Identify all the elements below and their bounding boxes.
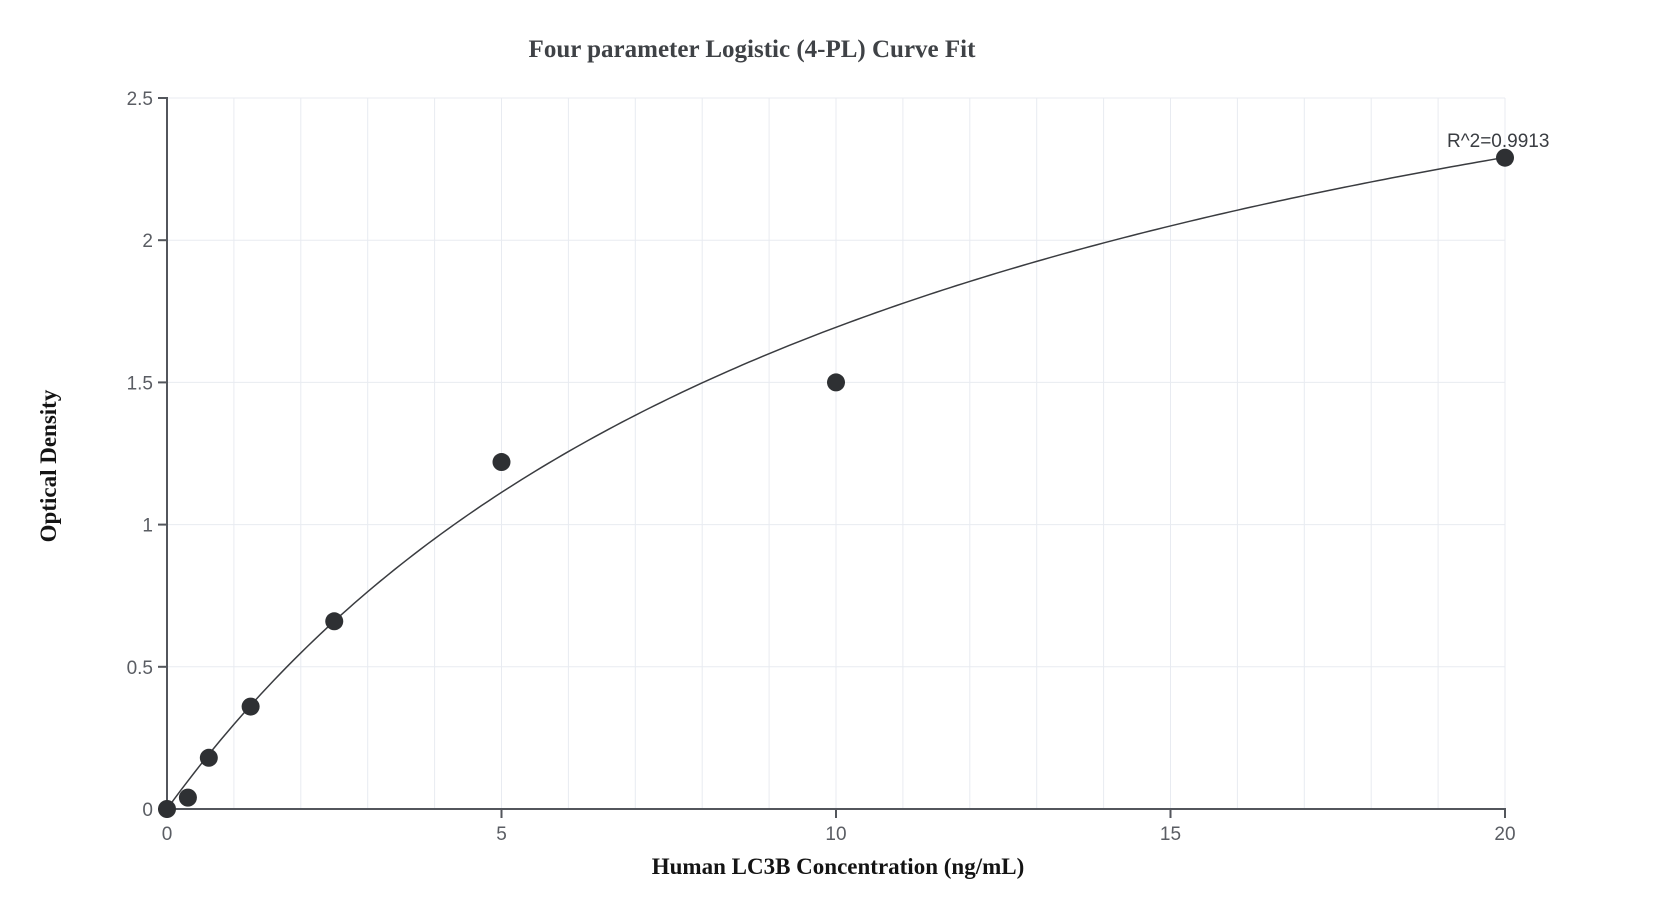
data-point	[492, 453, 511, 472]
y-tick-label: 1	[142, 516, 153, 537]
y-tick-label: 0.5	[127, 658, 153, 679]
y-tick-label: 2	[142, 231, 153, 252]
data-point	[1496, 148, 1514, 167]
r-squared-annotation: R^2=0.9913	[1447, 131, 1550, 152]
y-axis-title: Optical Density	[36, 389, 61, 543]
data-point	[325, 612, 344, 631]
chart-title: Four parameter Logistic (4-PL) Curve Fit	[528, 36, 976, 63]
y-tick-label: 2.5	[127, 89, 153, 110]
data-point	[158, 800, 176, 818]
x-axis-title: Human LC3B Concentration (ng/mL)	[651, 854, 1025, 879]
x-tick-label: 0	[162, 824, 173, 845]
y-tick-label: 1.5	[127, 373, 153, 394]
x-tick-label: 20	[1494, 824, 1515, 845]
fit-curve	[166, 156, 1506, 810]
data-point	[241, 697, 260, 716]
data-point	[827, 373, 845, 392]
y-tick-label: 0	[142, 800, 153, 821]
x-tick-label: 10	[825, 824, 846, 845]
data-point	[178, 788, 197, 807]
data-point	[199, 748, 218, 767]
x-tick-label: 15	[1160, 824, 1181, 845]
x-tick-label: 5	[496, 824, 507, 845]
